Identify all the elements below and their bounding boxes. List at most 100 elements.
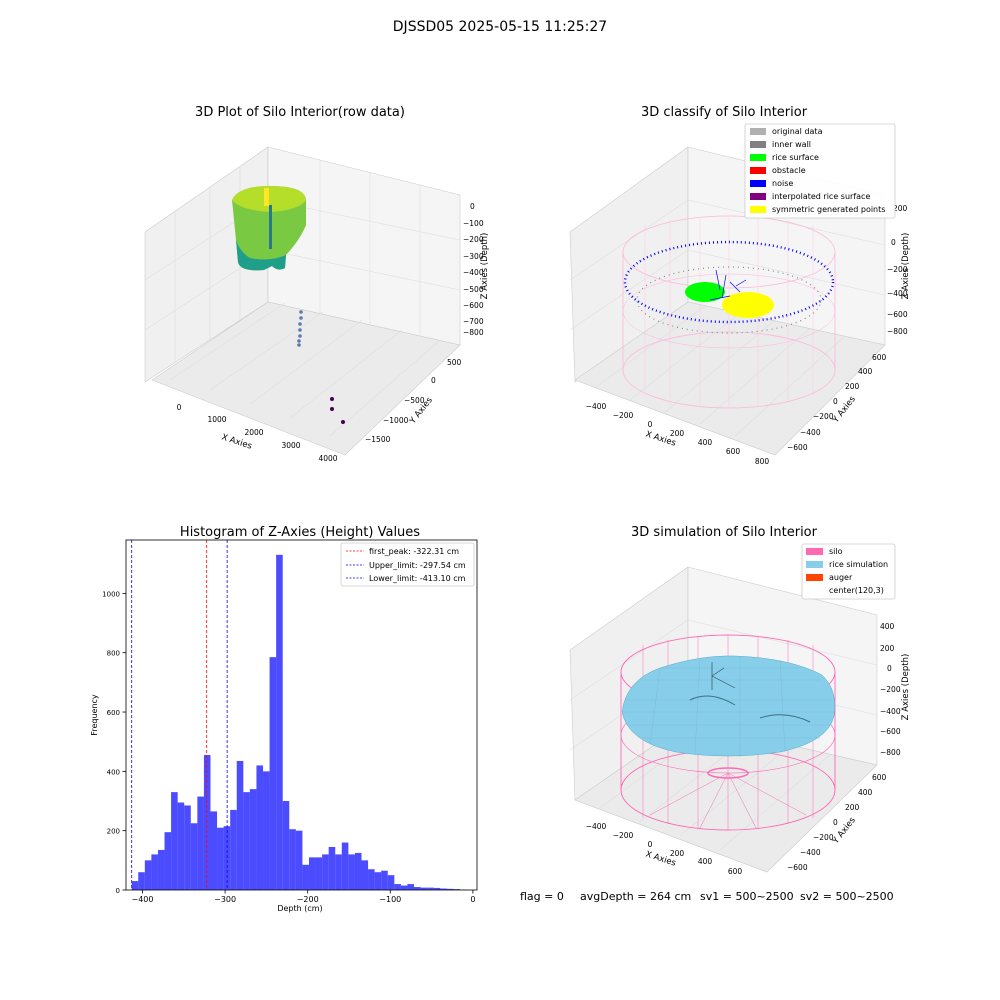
- svg-text:−200: −200: [887, 265, 908, 274]
- histogram-y-tick-label: 600: [107, 709, 120, 717]
- legend-swatch-auger: [806, 574, 823, 581]
- svg-text:3000: 3000: [281, 441, 300, 450]
- svg-text:−800: −800: [463, 328, 484, 337]
- histogram-bar: [256, 765, 264, 890]
- classify-z-ticks: 200 0 −200 −400 −600 −800: [887, 204, 908, 336]
- histogram-y-tick-label: 1000: [102, 590, 120, 598]
- histogram-legend-box: [340, 542, 475, 587]
- svg-text:−200: −200: [463, 235, 484, 244]
- histogram-y-tick-label: 800: [107, 650, 120, 658]
- svg-text:400: 400: [858, 788, 873, 797]
- histogram-bar: [315, 857, 323, 890]
- histogram-frame: [125, 539, 478, 891]
- simulation-legend-box: [801, 543, 896, 600]
- footer-sv1: sv1 = 500~2500: [700, 890, 794, 903]
- svg-text:200: 200: [893, 204, 908, 213]
- svg-text:−200: −200: [613, 411, 634, 420]
- panel-histogram: Histogram of Z-Axies (Height) Values −40…: [90, 525, 478, 913]
- svg-text:0: 0: [177, 403, 182, 412]
- histogram-bar: [217, 827, 224, 890]
- histogram-bar: [282, 801, 290, 890]
- simulation-z-label: Z Axies (Depth): [901, 654, 911, 721]
- histogram-bar: [446, 888, 454, 890]
- legend-label-silo: silo: [829, 547, 843, 556]
- histogram-bar: [230, 809, 237, 890]
- svg-text:400: 400: [698, 438, 713, 447]
- histogram-bar: [171, 792, 178, 890]
- histogram-y-tick-label: 200: [107, 828, 120, 836]
- legend-swatch-center: [806, 587, 823, 594]
- legend-label-noise: noise: [772, 179, 793, 188]
- classify-y-ticks: 600 400 200 0 −200 −400 −600: [787, 353, 887, 452]
- legend-label-lower-limit: Lower_limit: -413.10 cm: [369, 574, 466, 583]
- svg-text:−400: −400: [800, 428, 821, 437]
- histogram-bar: [368, 869, 375, 890]
- classify-legend-box: [744, 123, 896, 219]
- raw-outlier-points: [330, 397, 345, 424]
- simulation-rice-dip-2: [759, 714, 811, 723]
- legend-label-first-peak: first_peak: -322.31 cm: [369, 547, 459, 556]
- histogram-bar: [197, 796, 204, 890]
- classify-noise-strokes: [709, 269, 747, 301]
- svg-text:1000: 1000: [207, 415, 226, 424]
- histogram-bar: [400, 885, 408, 890]
- svg-text:−200: −200: [613, 831, 634, 840]
- histogram-bar: [414, 887, 421, 890]
- simulation-rice-mesh: [624, 656, 834, 757]
- histogram-y-ticks: 0 200 400 600 800 1000: [102, 590, 126, 895]
- histogram-bar: [381, 870, 388, 890]
- svg-text:−400: −400: [586, 402, 607, 411]
- raw-x-ticks: 0 1000 2000 3000 4000: [177, 403, 338, 463]
- svg-text:0: 0: [431, 376, 436, 385]
- histogram-bar: [131, 881, 139, 890]
- svg-text:−500: −500: [404, 396, 425, 405]
- legend-swatch-interpolated-rice-surface: [750, 193, 766, 200]
- svg-text:−600: −600: [880, 727, 901, 736]
- histogram-vlines: [131, 540, 228, 890]
- histogram-bar: [341, 842, 349, 890]
- svg-text:400: 400: [698, 857, 713, 866]
- histogram-y-tick-label: 400: [107, 768, 120, 776]
- histogram-bar: [394, 884, 401, 890]
- histogram-bar: [249, 789, 257, 890]
- simulation-x-ticks: −400 −200 0 200 400 600: [586, 822, 743, 876]
- panel-simulation: 3D simulation of Silo Interior: [569, 525, 911, 876]
- svg-text:0: 0: [891, 238, 896, 247]
- svg-text:−600: −600: [787, 863, 808, 872]
- classify-symmetric-points: [722, 292, 774, 318]
- svg-text:−400: −400: [586, 822, 607, 831]
- legend-swatch-rice-surface: [750, 154, 766, 161]
- legend-swatch-rice-simulation: [806, 561, 823, 568]
- raw-stray-points: [297, 310, 303, 347]
- histogram-bar: [302, 864, 309, 890]
- svg-text:−400: −400: [887, 289, 908, 298]
- histogram-bar: [263, 771, 270, 890]
- legend-swatch-silo: [806, 548, 823, 555]
- svg-text:4000: 4000: [318, 454, 337, 463]
- simulation-legend: silo rice simulation auger center(120,3): [801, 543, 896, 600]
- legend-label-rice-surface: rice surface: [772, 153, 819, 162]
- histogram-bar: [427, 887, 434, 890]
- histogram-bar: [387, 875, 395, 890]
- simulation-pane-floor: [574, 721, 878, 873]
- simulation-panel-title: 3D simulation of Silo Interior: [631, 525, 818, 540]
- histogram-bar: [308, 857, 316, 890]
- histogram-bar: [144, 860, 152, 890]
- classify-z-label: Z Axies (Depth): [901, 233, 911, 300]
- histogram-bar: [269, 657, 277, 890]
- svg-text:600: 600: [872, 773, 887, 782]
- legend-label-auger: auger: [829, 573, 853, 582]
- classify-wireframe: [622, 215, 836, 409]
- svg-text:0: 0: [833, 397, 838, 406]
- svg-text:200: 200: [670, 429, 685, 438]
- simulation-auger: [711, 662, 736, 690]
- histogram-bar: [453, 889, 460, 890]
- svg-text:−600: −600: [787, 443, 808, 452]
- histogram-x-label: Depth (cm): [277, 904, 322, 913]
- svg-text:400: 400: [858, 367, 873, 376]
- svg-text:2000: 2000: [244, 428, 263, 437]
- histogram-bar: [433, 887, 441, 890]
- simulation-y-ticks: 600 400 200 0 −200 −400 −600: [787, 773, 887, 872]
- panel-raw-data: 3D Plot of Silo Interior(row data): [144, 105, 490, 463]
- svg-text:−200: −200: [813, 833, 834, 842]
